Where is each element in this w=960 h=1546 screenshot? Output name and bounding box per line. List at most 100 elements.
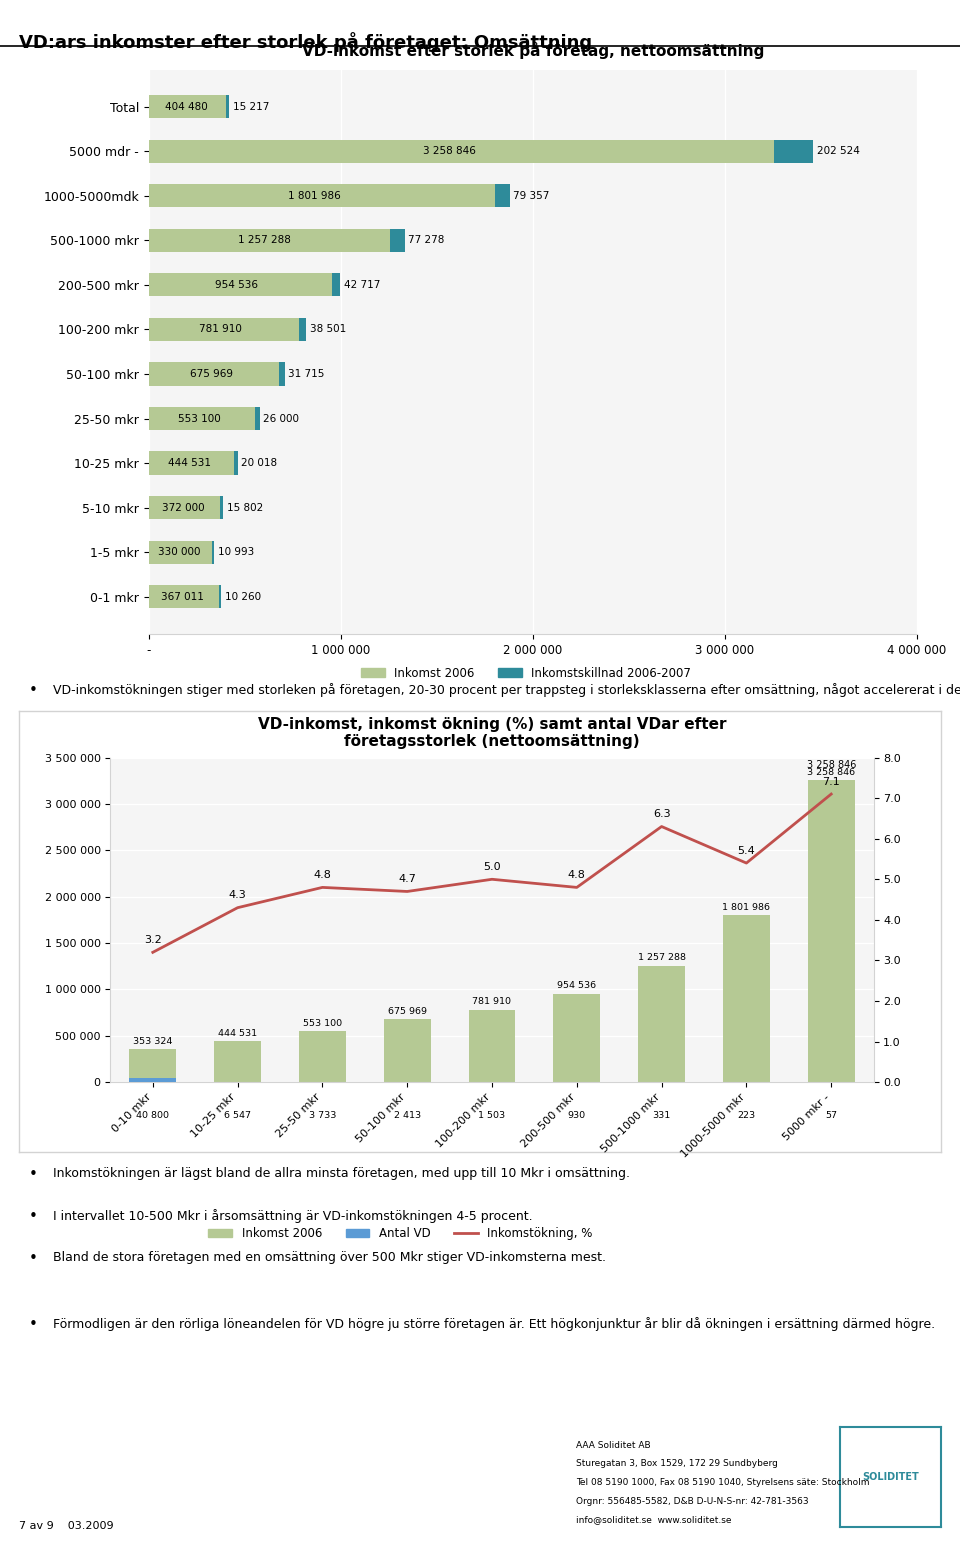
Text: 1 801 986: 1 801 986 xyxy=(723,903,771,912)
Legend: Inkomst 2006, Inkomstskillnad 2006-2007: Inkomst 2006, Inkomstskillnad 2006-2007 xyxy=(356,662,696,685)
Bar xyxy=(212,541,214,564)
Text: 7 av 9    03.2009: 7 av 9 03.2009 xyxy=(19,1521,114,1531)
Text: •: • xyxy=(29,1251,37,1266)
Bar xyxy=(149,229,390,252)
Text: SOLIDITET: SOLIDITET xyxy=(862,1472,919,1483)
Bar xyxy=(149,451,234,475)
Text: 1 257 288: 1 257 288 xyxy=(238,235,291,246)
Title: VD-inkomst efter storlek på företag, nettoomsättning: VD-inkomst efter storlek på företag, net… xyxy=(301,42,764,59)
Text: 2 413: 2 413 xyxy=(394,1112,420,1119)
Text: 223: 223 xyxy=(737,1112,756,1119)
Bar xyxy=(130,1079,176,1082)
Text: 6 547: 6 547 xyxy=(224,1112,252,1119)
Text: 3 258 846: 3 258 846 xyxy=(806,761,856,770)
Text: AAA Soliditet AB: AAA Soliditet AB xyxy=(576,1441,651,1450)
Text: 367 011: 367 011 xyxy=(161,592,204,601)
Text: 954 536: 954 536 xyxy=(215,280,258,291)
Bar xyxy=(494,184,510,207)
Text: 77 278: 77 278 xyxy=(409,235,444,246)
Bar xyxy=(149,318,299,342)
Bar xyxy=(390,229,405,252)
Bar xyxy=(775,139,813,162)
Text: 3 258 846: 3 258 846 xyxy=(422,147,475,156)
Text: 444 531: 444 531 xyxy=(218,1028,257,1037)
Text: 15 802: 15 802 xyxy=(227,502,263,513)
Bar xyxy=(278,362,285,385)
Bar xyxy=(149,96,227,119)
Text: Orgnr: 556485-5582, D&B D-U-N-S-nr: 42-781-3563: Orgnr: 556485-5582, D&B D-U-N-S-nr: 42-7… xyxy=(576,1497,808,1506)
Text: 57: 57 xyxy=(826,1112,837,1119)
Bar xyxy=(638,966,684,1082)
Text: 40 800: 40 800 xyxy=(136,1112,169,1119)
Text: VD-inkomstökningen stiger med storleken på företagen, 20-30 procent per trappste: VD-inkomstökningen stiger med storleken … xyxy=(53,683,960,697)
Text: VD:ars inkomster efter storlek på företaget: Omsättning: VD:ars inkomster efter storlek på företa… xyxy=(19,32,592,53)
Text: Tel 08 5190 1000, Fax 08 5190 1040, Styrelsens säte: Stockholm: Tel 08 5190 1000, Fax 08 5190 1040, Styr… xyxy=(576,1478,870,1487)
Text: Sturegatan 3, Box 1529, 172 29 Sundbyberg: Sturegatan 3, Box 1529, 172 29 Sundbyber… xyxy=(576,1459,778,1469)
Title: VD-inkomst, inkomst ökning (%) samt antal VDar efter
företagsstorlek (nettoomsät: VD-inkomst, inkomst ökning (%) samt anta… xyxy=(257,717,727,750)
Text: 42 717: 42 717 xyxy=(344,280,380,291)
Text: 553 100: 553 100 xyxy=(179,413,221,424)
Text: info@soliditet.se  www.soliditet.se: info@soliditet.se www.soliditet.se xyxy=(576,1515,732,1524)
Text: 26 000: 26 000 xyxy=(263,413,300,424)
Text: •: • xyxy=(29,683,37,699)
Text: 202 524: 202 524 xyxy=(817,147,860,156)
Text: 10 260: 10 260 xyxy=(225,592,261,601)
Text: 1 257 288: 1 257 288 xyxy=(637,954,685,962)
Bar xyxy=(234,451,238,475)
Text: 1 801 986: 1 801 986 xyxy=(289,190,341,201)
Text: •: • xyxy=(29,1317,37,1333)
Text: 20 018: 20 018 xyxy=(242,458,277,468)
Bar xyxy=(149,496,220,519)
Bar xyxy=(332,274,340,297)
Bar xyxy=(149,184,494,207)
Text: 3 258 846: 3 258 846 xyxy=(807,768,855,776)
Text: 781 910: 781 910 xyxy=(472,997,512,1006)
Bar xyxy=(149,362,278,385)
Text: 38 501: 38 501 xyxy=(310,325,346,334)
Text: Förmodligen är den rörliga löneandelen för VD högre ju större företagen är. Ett : Förmodligen är den rörliga löneandelen f… xyxy=(53,1317,935,1331)
Bar xyxy=(149,139,775,162)
Bar xyxy=(149,407,255,430)
Bar xyxy=(227,96,229,119)
Text: 675 969: 675 969 xyxy=(388,1008,426,1016)
Text: 353 324: 353 324 xyxy=(133,1037,173,1047)
Text: 1 503: 1 503 xyxy=(478,1112,506,1119)
Bar xyxy=(468,1010,516,1082)
Text: 5.4: 5.4 xyxy=(737,846,756,856)
Bar xyxy=(300,1031,346,1082)
Text: 675 969: 675 969 xyxy=(189,369,232,379)
Text: •: • xyxy=(29,1167,37,1183)
Text: 444 531: 444 531 xyxy=(168,458,211,468)
Text: 954 536: 954 536 xyxy=(557,982,596,991)
Text: 15 217: 15 217 xyxy=(233,102,269,111)
Text: 79 357: 79 357 xyxy=(514,190,550,201)
Bar xyxy=(149,274,332,297)
Text: 4.8: 4.8 xyxy=(568,870,586,880)
Bar xyxy=(220,496,224,519)
Bar xyxy=(219,584,221,608)
Text: 31 715: 31 715 xyxy=(288,369,324,379)
Bar xyxy=(299,318,306,342)
Bar xyxy=(723,915,770,1082)
Text: I intervallet 10-500 Mkr i årsomsättning är VD-inkomstökningen 4-5 procent.: I intervallet 10-500 Mkr i årsomsättning… xyxy=(53,1209,533,1223)
Text: 331: 331 xyxy=(653,1112,671,1119)
Text: 4.3: 4.3 xyxy=(228,890,247,900)
Text: 6.3: 6.3 xyxy=(653,809,670,819)
Text: 372 000: 372 000 xyxy=(162,502,204,513)
Bar xyxy=(255,407,260,430)
Text: 7.1: 7.1 xyxy=(823,776,840,787)
Bar xyxy=(130,1050,176,1082)
Text: 5.0: 5.0 xyxy=(483,863,501,872)
Bar xyxy=(149,584,219,608)
Bar xyxy=(554,994,600,1082)
Text: 553 100: 553 100 xyxy=(302,1019,342,1028)
Text: 781 910: 781 910 xyxy=(200,325,242,334)
Text: 3.2: 3.2 xyxy=(144,935,161,945)
Text: 4.7: 4.7 xyxy=(398,873,416,884)
Text: 10 993: 10 993 xyxy=(218,547,254,557)
Bar xyxy=(384,1019,430,1082)
Text: 330 000: 330 000 xyxy=(158,547,201,557)
Bar xyxy=(149,541,212,564)
Text: 4.8: 4.8 xyxy=(314,870,331,880)
Text: •: • xyxy=(29,1209,37,1224)
